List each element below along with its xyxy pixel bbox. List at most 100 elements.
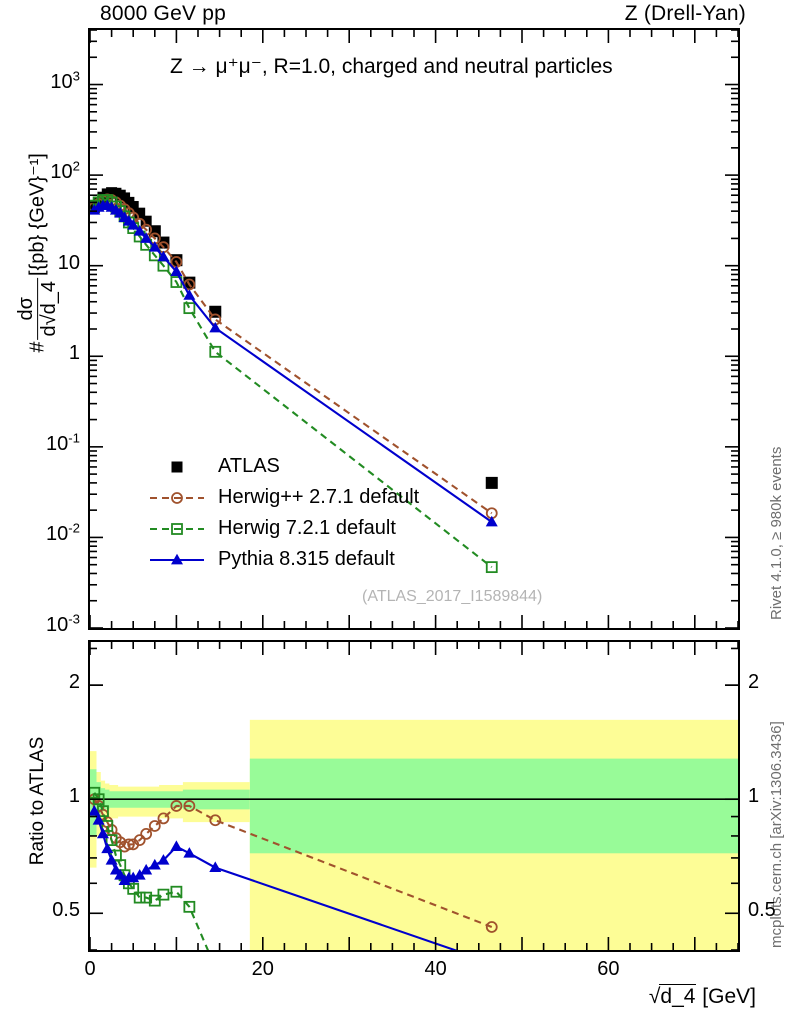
main-y-tick-label: 10 bbox=[57, 251, 80, 274]
data-marker-open-square bbox=[97, 805, 109, 818]
marker-square-open bbox=[140, 891, 153, 904]
data-marker-open-square bbox=[133, 891, 146, 904]
data-marker-filled-triangle bbox=[170, 840, 183, 851]
data-marker-open-circle bbox=[140, 828, 153, 840]
marker-square-open bbox=[133, 891, 146, 904]
data-marker-open-circle bbox=[133, 834, 146, 847]
data-marker-open-circle bbox=[157, 812, 170, 825]
x-tick-label: 60 bbox=[597, 958, 620, 980]
data-marker-open-square bbox=[101, 820, 114, 832]
legend-label: Herwig++ 2.7.1 default bbox=[218, 486, 420, 508]
data-marker-open-circle bbox=[170, 800, 183, 812]
legend-item[interactable]: Herwig++ 2.7.1 default bbox=[148, 483, 478, 514]
main-y-tick-label: 103 bbox=[50, 67, 80, 93]
legend-item[interactable]: Pythia 8.315 default bbox=[148, 545, 478, 576]
marker-square-open bbox=[209, 345, 222, 358]
marker-triangle bbox=[127, 218, 140, 230]
legend-key-filled-square bbox=[148, 452, 206, 483]
marker-square bbox=[485, 476, 498, 489]
marker-circle bbox=[485, 921, 498, 933]
data-marker-open-circle bbox=[148, 820, 161, 832]
legend-key-filled-triangle bbox=[148, 545, 206, 576]
marker-square-open bbox=[183, 900, 196, 913]
x-axis-units: [GeV] bbox=[702, 985, 756, 1008]
legend-symbol bbox=[150, 523, 204, 535]
data-marker-filled-triangle bbox=[209, 321, 222, 333]
marker-square-open bbox=[105, 834, 118, 847]
marker-square-open bbox=[101, 820, 114, 832]
x-axis-label: √d_4 [GeV] bbox=[649, 984, 756, 1009]
marker-circle bbox=[183, 800, 196, 812]
data-marker-open-square bbox=[105, 834, 118, 847]
x-tick-label: 0 bbox=[84, 958, 96, 980]
marker-square bbox=[127, 201, 139, 213]
data-marker-filled-square bbox=[134, 207, 146, 219]
marker-square-open bbox=[171, 523, 183, 535]
marker-triangle bbox=[209, 321, 222, 333]
data-marker-filled-triangle bbox=[133, 869, 146, 880]
ratio-y-tick-label-right: 2 bbox=[748, 671, 760, 694]
data-marker-filled-triangle bbox=[171, 553, 183, 565]
data-marker-filled-triangle bbox=[90, 804, 101, 816]
marker-triangle bbox=[92, 814, 105, 825]
marker-square bbox=[140, 215, 152, 227]
ratio-y-tick-label-left: 0.5 bbox=[52, 899, 80, 922]
marker-circle bbox=[140, 828, 153, 840]
data-marker-filled-triangle bbox=[105, 854, 118, 865]
legend-item[interactable]: ATLAS bbox=[148, 452, 478, 483]
legend-item[interactable]: Herwig 7.2.1 default bbox=[148, 514, 478, 545]
marker-triangle bbox=[133, 869, 146, 880]
marker-triangle bbox=[133, 225, 146, 236]
data-marker-open-circle bbox=[209, 814, 222, 827]
data-marker-filled-square bbox=[171, 461, 183, 473]
beam-energy-label: 8000 GeV pp bbox=[100, 2, 226, 25]
legend: ATLAS Herwig++ 2.7.1 default Herwig 7.2.1 … bbox=[148, 452, 478, 576]
main-y-tick-label: 1 bbox=[68, 342, 80, 365]
data-marker-open-square bbox=[485, 561, 498, 574]
data-marker-open-square bbox=[148, 894, 161, 907]
marker-triangle bbox=[183, 847, 196, 858]
marker-square-open bbox=[170, 885, 183, 898]
data-marker-filled-triangle bbox=[170, 265, 183, 277]
data-marker-open-circle bbox=[183, 800, 196, 812]
legend-symbol bbox=[171, 461, 183, 473]
ratio-plot-canvas bbox=[90, 719, 738, 950]
data-marker-filled-triangle bbox=[127, 218, 140, 230]
data-marker-filled-square bbox=[127, 201, 139, 213]
legend-symbol bbox=[150, 553, 204, 565]
uncertainty-band-inner bbox=[249, 758, 738, 854]
x-tick-label: 20 bbox=[251, 958, 274, 980]
marker-square bbox=[134, 207, 146, 219]
marker-square bbox=[171, 461, 183, 473]
marker-circle bbox=[170, 800, 183, 812]
analysis-id-watermark: (ATLAS_2017_I1589844) bbox=[362, 588, 543, 605]
legend-label: ATLAS bbox=[218, 455, 280, 477]
ratio-y-tick-label-left: 1 bbox=[68, 785, 80, 808]
data-marker-open-square bbox=[170, 885, 183, 898]
marker-square-open bbox=[485, 561, 498, 574]
data-marker-filled-triangle bbox=[140, 863, 153, 875]
legend-label: Pythia 8.315 default bbox=[218, 548, 395, 570]
plot-title: Z → μ⁺μ⁻, R=1.0, charged and neutral par… bbox=[170, 55, 613, 78]
data-marker-filled-triangle bbox=[101, 842, 114, 854]
legend-key-open-circle bbox=[148, 483, 206, 514]
data-marker-filled-square bbox=[140, 215, 152, 227]
data-marker-filled-triangle bbox=[183, 847, 196, 858]
y-axis-fraction: dσ d√d_4 bbox=[15, 278, 61, 340]
data-marker-filled-triangle bbox=[140, 232, 153, 243]
data-marker-open-square bbox=[171, 523, 183, 535]
marker-triangle bbox=[183, 289, 196, 300]
marker-triangle bbox=[96, 827, 109, 839]
marker-triangle bbox=[157, 854, 170, 865]
marker-triangle bbox=[101, 842, 114, 854]
y-axis-denominator: d√d_4 bbox=[38, 281, 61, 337]
marker-triangle bbox=[170, 265, 183, 277]
data-marker-filled-triangle bbox=[485, 515, 498, 527]
main-y-tick-label: 10-3 bbox=[46, 611, 80, 636]
marker-square-open bbox=[183, 302, 196, 315]
marker-triangle bbox=[105, 854, 118, 865]
marker-circle bbox=[148, 820, 161, 832]
data-marker-filled-triangle bbox=[157, 854, 170, 865]
marker-circle bbox=[122, 838, 135, 851]
data-marker-open-square bbox=[140, 891, 153, 904]
